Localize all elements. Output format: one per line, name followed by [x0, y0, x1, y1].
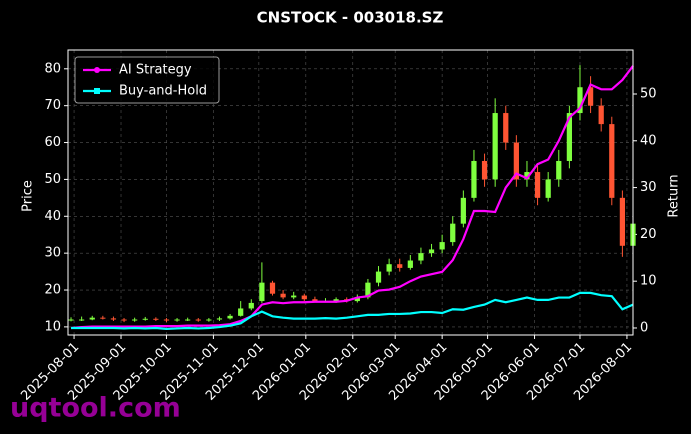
legend-label: Buy-and-Hold [119, 84, 207, 99]
y2-tick-label: 10 [640, 274, 657, 289]
candle-body [471, 160, 477, 198]
candle-body [301, 295, 307, 300]
candle-body [365, 282, 371, 298]
candle-body [227, 315, 233, 319]
candle-body [68, 319, 74, 321]
candle-body [566, 113, 572, 161]
legend-label: AI Strategy [119, 63, 192, 78]
legend-marker [94, 67, 100, 73]
y2-tick-label: 40 [640, 133, 657, 148]
candle-body [195, 319, 201, 321]
y2-tick-label: 20 [640, 227, 657, 242]
candle-body [609, 124, 615, 198]
y-tick-label: 50 [44, 172, 61, 187]
candle-body [513, 142, 519, 180]
candle-body [524, 172, 530, 180]
candle-body [259, 282, 265, 302]
candle-body [534, 172, 541, 198]
y2-tick-label: 50 [640, 86, 657, 101]
plot-frame [67, 49, 634, 336]
candle-body [460, 197, 466, 224]
y-tick-label: 80 [44, 61, 61, 76]
candle-body [481, 160, 488, 180]
candle-body [121, 319, 127, 321]
candle-body [89, 317, 95, 320]
y-tick-label: 40 [44, 209, 61, 224]
return-line [70, 65, 634, 330]
watermark: uqtool.com [10, 393, 181, 424]
candle-body [354, 297, 360, 302]
candle-body [397, 264, 403, 268]
candle-body [142, 318, 148, 320]
candle-body [163, 319, 170, 321]
return-line [71, 291, 634, 331]
candle-body [100, 317, 106, 319]
y2-axis-label: Return [667, 174, 682, 217]
candle-body [312, 299, 318, 302]
candle-body [598, 105, 604, 125]
candle-body [291, 295, 297, 298]
candle-body [545, 179, 551, 198]
candle-body [418, 253, 424, 261]
candle-body [280, 293, 286, 298]
candle-body [375, 271, 382, 283]
candle-body [238, 308, 244, 316]
candle-body [153, 318, 159, 320]
candle-body [248, 302, 254, 309]
candle-body [132, 319, 138, 321]
y-tick-label: 10 [44, 319, 61, 334]
chart-title: CNSTOCK - 003018.SZ [257, 9, 444, 27]
y-tick-label: 30 [44, 246, 61, 261]
y-axis-label: Price [21, 180, 36, 212]
candle-body [439, 242, 445, 250]
candle-body [185, 319, 191, 321]
candle-body [492, 113, 498, 180]
candle-body [110, 318, 117, 320]
candle-body [587, 87, 594, 106]
candle-body [216, 318, 223, 320]
y-tick-label: 20 [44, 283, 61, 298]
candle-body [206, 319, 212, 321]
candle-body [269, 282, 276, 294]
candle-body [174, 319, 180, 321]
candle-body [450, 223, 456, 243]
candle-body [556, 160, 562, 180]
candle-body [386, 264, 392, 272]
candle-body [503, 113, 509, 143]
y-tick-label: 70 [44, 98, 61, 113]
candle-body [407, 260, 413, 268]
candle-body [79, 319, 85, 321]
legend-marker [94, 88, 100, 94]
candle-body [428, 249, 435, 254]
y2-tick-label: 30 [640, 180, 657, 195]
candle-body [577, 87, 583, 114]
y-tick-label: 60 [44, 135, 61, 150]
y2-tick-label: 0 [640, 320, 648, 335]
candle-body [619, 197, 626, 246]
candle-body [333, 299, 339, 302]
